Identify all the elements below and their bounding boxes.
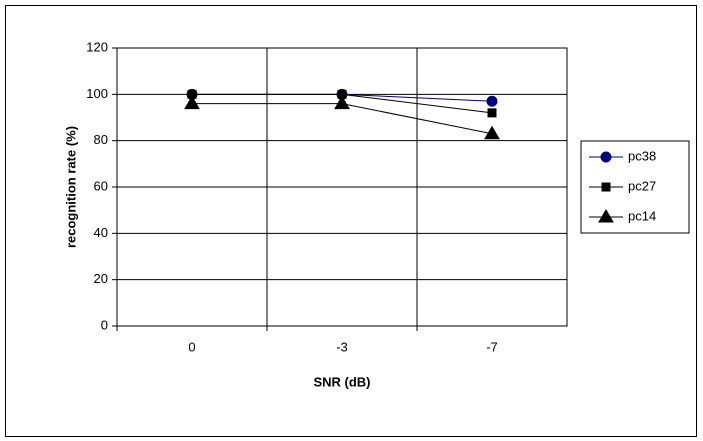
legend-label: pc27	[628, 178, 656, 193]
x-axis-label: SNR (dB)	[313, 374, 370, 389]
legend-label: pc14	[628, 208, 656, 223]
data-point	[486, 95, 498, 107]
y-tick-label: 100	[86, 86, 108, 101]
data-point	[334, 95, 350, 110]
data-point	[487, 108, 497, 118]
x-tick-label: 0	[188, 339, 195, 354]
legend-marker	[601, 182, 611, 192]
legend-label: pc38	[628, 148, 656, 163]
x-tick-label: -3	[336, 339, 348, 354]
y-tick-label: 120	[86, 39, 108, 54]
y-tick-label: 0	[101, 317, 108, 332]
legend-marker	[598, 209, 614, 223]
legend-marker	[600, 151, 612, 163]
y-tick-label: 40	[94, 225, 108, 240]
data-point	[484, 125, 500, 140]
data-point	[184, 95, 200, 110]
y-axis-label: recognition rate (%)	[63, 126, 78, 248]
y-tick-label: 20	[94, 271, 108, 286]
y-tick-label: 80	[94, 132, 108, 147]
x-tick-label: -7	[486, 339, 498, 354]
y-tick-label: 60	[94, 178, 108, 193]
